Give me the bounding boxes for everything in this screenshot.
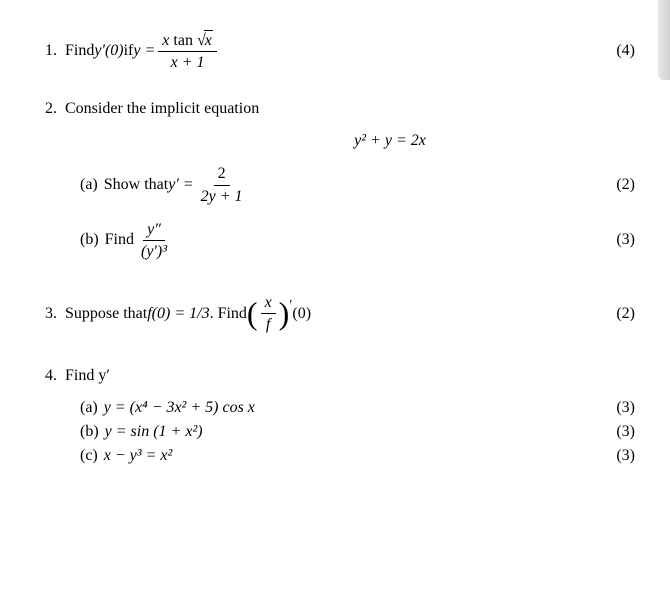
problem-2a-marks: (2) — [616, 176, 635, 194]
frac-top-tan: tan — [169, 32, 197, 49]
problem-1-prefix: Find — [65, 42, 94, 60]
problem-1-frac-top: x tan √x — [158, 30, 217, 52]
problem-3-frac-bot: f — [262, 314, 274, 334]
problem-1: 1. Find y′(0) if y = x tan √x x + 1 (4) — [45, 30, 635, 72]
problem-4c-num: (c) — [80, 447, 98, 465]
problem-1-yprime: y′(0) — [94, 42, 123, 60]
problem-3-number: 3. — [45, 305, 57, 323]
problem-4b-num: (b) — [80, 423, 99, 441]
problem-2b-marks: (3) — [616, 231, 635, 249]
problem-2-equation: y² + y = 2x — [45, 132, 635, 150]
problem-2: 2. Consider the implicit equation y² + y… — [45, 100, 635, 261]
problem-3-text2: . Find — [210, 305, 247, 323]
problem-3: 3. Suppose that f(0) = 1/3 . Find ( x f … — [45, 293, 635, 334]
problem-4a: (a) y = (x⁴ − 3x² + 5) cos x (3) — [80, 399, 635, 417]
problem-4a-num: (a) — [80, 399, 98, 417]
problem-2b-num: (b) — [80, 231, 99, 249]
problem-3-prime: ′ — [289, 298, 292, 314]
problem-3-fraction: x f — [261, 293, 276, 334]
problem-4b: (b) y = sin (1 + x²) (3) — [80, 423, 635, 441]
problem-1-yeq: y = — [133, 42, 155, 60]
problem-2b-fraction: y″ (y′)³ — [137, 220, 171, 261]
problem-4-text: Find y′ — [65, 367, 110, 385]
problem-3-after: (0) — [292, 305, 311, 323]
problem-4b-eq: y = sin (1 + x²) — [105, 423, 203, 441]
problem-4c-eq: x − y³ = x² — [104, 447, 173, 465]
sqrt-arg: x — [204, 30, 213, 50]
problem-2a-yprime: y′ = — [168, 176, 193, 194]
problem-4b-line: (b) y = sin (1 + x²) (3) — [80, 423, 635, 441]
problem-4c-line: (c) x − y³ = x² (3) — [80, 447, 635, 465]
problem-2a-frac-top: 2 — [214, 164, 230, 185]
problem-4a-line: (a) y = (x⁴ − 3x² + 5) cos x (3) — [80, 399, 635, 417]
problem-1-fraction: x tan √x x + 1 — [158, 30, 217, 72]
problem-2a-num: (a) — [80, 176, 98, 194]
problem-3-f0: f(0) = 1/3 — [147, 305, 209, 323]
problem-2-number: 2. — [45, 100, 57, 118]
problem-2a-line: (a) Show that y′ = 2 2y + 1 (2) — [80, 164, 635, 205]
problem-4b-marks: (3) — [616, 423, 635, 441]
problem-4-number: 4. — [45, 367, 57, 385]
problem-4-line: 4. Find y′ — [45, 367, 635, 385]
problem-2a-fraction: 2 2y + 1 — [197, 164, 247, 205]
problem-2-line: 2. Consider the implicit equation — [45, 100, 635, 118]
problem-1-mid: if — [124, 42, 134, 60]
problem-4a-eq: y = (x⁴ − 3x² + 5) cos x — [104, 399, 255, 417]
problem-1-frac-bot: x + 1 — [167, 52, 209, 72]
problem-2b-line: (b) Find y″ (y′)³ (3) — [80, 220, 635, 261]
problem-1-number: 1. — [45, 42, 57, 60]
problem-1-marks: (4) — [616, 42, 635, 60]
problem-2a-frac-bot: 2y + 1 — [197, 186, 247, 206]
problem-3-line: 3. Suppose that f(0) = 1/3 . Find ( x f … — [45, 293, 635, 334]
problem-2a-text: Show that — [104, 176, 168, 194]
problem-3-marks: (2) — [616, 305, 635, 323]
problem-2b-frac-bot: (y′)³ — [137, 241, 171, 261]
problem-3-frac-top: x — [261, 293, 276, 314]
problem-3-text1: Suppose that — [65, 305, 147, 323]
problem-3-lparen: ( — [247, 301, 258, 327]
problem-2b-frac-top: y″ — [143, 220, 165, 241]
problem-4a-marks: (3) — [616, 399, 635, 417]
problem-2b: (b) Find y″ (y′)³ (3) — [80, 220, 635, 261]
problem-2-text: Consider the implicit equation — [65, 100, 259, 118]
problem-1-line: 1. Find y′(0) if y = x tan √x x + 1 (4) — [45, 30, 635, 72]
problem-2b-text: Find — [105, 231, 134, 249]
problem-4: 4. Find y′ (a) y = (x⁴ − 3x² + 5) cos x … — [45, 367, 635, 465]
problem-4c: (c) x − y³ = x² (3) — [80, 447, 635, 465]
problem-3-rparen: ) — [279, 301, 290, 327]
problem-2a: (a) Show that y′ = 2 2y + 1 (2) — [80, 164, 635, 205]
page-edge-shadow — [658, 0, 670, 80]
problem-4c-marks: (3) — [616, 447, 635, 465]
